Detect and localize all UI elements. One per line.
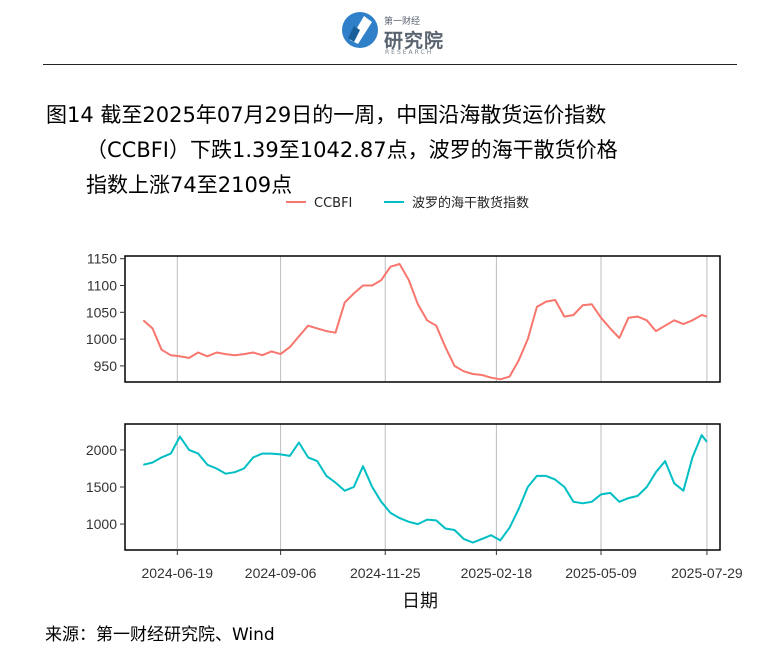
logo-sub-text: RESEARCH <box>385 49 434 56</box>
title-line-1: 图14 截至2025年07月29日的一周，中国沿海散货运价指数 <box>46 103 607 127</box>
y-tick-label: 1100 <box>87 277 117 293</box>
x-tick-label: 2024-06-19 <box>141 565 213 581</box>
series-line-ccbfi <box>142 263 708 381</box>
y-tick-label: 1500 <box>86 479 117 495</box>
title-line-3: 指数上涨74至2109点 <box>86 173 293 197</box>
series-line-bdi <box>143 434 708 544</box>
panel-frame <box>124 255 721 383</box>
x-axis-title: 日期 <box>402 591 438 612</box>
logo-emblem-icon <box>342 12 378 48</box>
logo-main-text: 研究院 <box>384 30 445 52</box>
source-note: 来源：第一财经研究院、Wind <box>45 625 275 645</box>
title-line-2: （CCBFI）下跌1.39至1042.87点，波罗的海干散货价格 <box>86 138 618 162</box>
panel-frame <box>124 423 721 551</box>
header-divider <box>43 64 737 65</box>
legend-label-bdi: 波罗的海干散货指数 <box>412 195 529 211</box>
x-tick-label: 2025-02-18 <box>461 565 533 581</box>
y-tick-label: 1000 <box>86 516 117 532</box>
y-tick-label: 2000 <box>86 442 117 458</box>
logo-top-text: 第一财经 <box>384 17 421 27</box>
x-tick-label: 2025-07-29 <box>671 565 743 581</box>
chart-panel-2: 1000 1500 2000 <box>86 423 721 551</box>
figure-title: 图14 截至2025年07月29日的一周，中国沿海散货运价指数 （CCBFI）下… <box>46 98 746 203</box>
chart-panel-1: 950 1000 1050 1100 1150 <box>86 251 721 383</box>
y-tick-label: 1000 <box>86 331 117 347</box>
x-tick-label: 2025-05-09 <box>565 565 637 581</box>
legend-label-ccbfi: CCBFI <box>314 196 352 211</box>
x-tick-label: 2024-11-25 <box>350 565 421 581</box>
y-tick-label: 1150 <box>87 251 117 267</box>
research-institute-logo: 第一财经 研究院 RESEARCH <box>340 8 450 56</box>
chart-legend: CCBFI 波罗的海干散货指数 <box>286 195 529 211</box>
x-tick-label: 2024-09-06 <box>245 565 317 581</box>
y-tick-label: 1050 <box>86 304 117 320</box>
y-tick-label: 950 <box>94 358 118 374</box>
